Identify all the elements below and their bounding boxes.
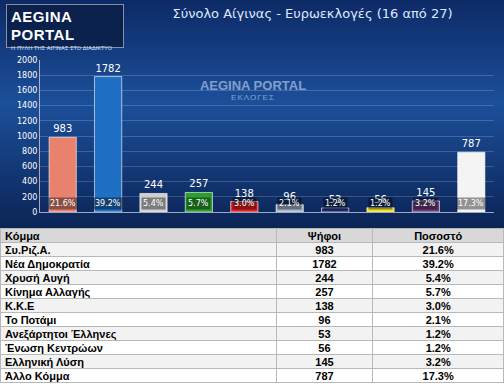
svg-text:1400: 1400	[17, 101, 37, 110]
html-text:Συ.Ριζ.Α.: Συ.Ριζ.Α.	[5, 243, 51, 256]
html-text:53: 53	[318, 327, 331, 340]
svg-text:257: 257	[189, 178, 208, 189]
html-text:Χρυσή Αυγή: Χρυσή Αυγή	[5, 271, 70, 284]
svg-text:5.4%: 5.4%	[143, 199, 164, 208]
html-text:Κόμμα: Κόμμα	[5, 229, 40, 242]
html-text:AEGINA PORTAL: AEGINA PORTAL	[199, 78, 307, 93]
svg-text:1600: 1600	[17, 86, 37, 95]
html-text:Ποσοστό: Ποσοστό	[414, 229, 463, 242]
html-text:5.4%: 5.4%	[425, 271, 451, 284]
svg-text:17.3%: 17.3%	[458, 199, 484, 208]
html-text:Κ.Κ.Ε: Κ.Κ.Ε	[5, 299, 35, 312]
html-text:96: 96	[318, 313, 331, 326]
html-text:Ανεξάρτητοι Έλληνες: Ανεξάρτητοι Έλληνες	[5, 327, 117, 340]
svg-text:600: 600	[22, 162, 37, 171]
svg-text:1782: 1782	[95, 63, 120, 74]
html-text:2.1%: 2.1%	[425, 313, 451, 326]
svg-text:800: 800	[22, 147, 37, 156]
html-text:983: 983	[315, 243, 334, 256]
html-text:138: 138	[315, 299, 334, 312]
svg-text:1200: 1200	[17, 117, 37, 126]
html-text:21.6%: 21.6%	[422, 243, 454, 256]
html-text:5.7%: 5.7%	[425, 285, 451, 298]
html-text:1782: 1782	[312, 257, 337, 270]
svg-text:96: 96	[283, 191, 296, 202]
svg-text:2000: 2000	[17, 56, 37, 65]
svg-text:2.1%: 2.1%	[279, 199, 300, 208]
html-text:3.2%: 3.2%	[425, 355, 451, 368]
svg-text:400: 400	[22, 177, 37, 186]
html-text:1.2%: 1.2%	[425, 327, 451, 340]
html-text:Ελληνική Λύση: Ελληνική Λύση	[5, 355, 84, 368]
svg-text:Σύνολο Αίγινας - Ευρωεκλογές (: Σύνολο Αίγινας - Ευρωεκλογές (16 από 27)	[172, 6, 452, 21]
svg-text:787: 787	[462, 138, 481, 149]
svg-text:1.2%: 1.2%	[370, 199, 391, 208]
svg-text:983: 983	[53, 123, 72, 134]
html-text:Κίνημα Αλλαγής: Κίνημα Αλλαγής	[5, 285, 91, 298]
html-text:Ένωση Κεντρώων: Ένωση Κεντρώων	[5, 341, 103, 354]
html-text:257: 257	[315, 285, 334, 298]
svg-text:5.7%: 5.7%	[188, 199, 209, 208]
html-text:145: 145	[315, 355, 334, 368]
html-text:Η ΠΥΛΗ ΤΗΣ ΑΙΓΙΝΑΣ ΣΤΟ ΔΙΑΔΙΚΤ: Η ΠΥΛΗ ΤΗΣ ΑΙΓΙΝΑΣ ΣΤΟ ΔΙΑΔΙΚΤΥΟ	[11, 45, 112, 51]
html-text:39.2%: 39.2%	[422, 257, 454, 270]
svg-text:1000: 1000	[17, 132, 37, 141]
svg-text:244: 244	[144, 179, 163, 190]
svg-text:3.2%: 3.2%	[415, 199, 436, 208]
html-text:244: 244	[315, 271, 334, 284]
html-text:Άλλο Κόμμα: Άλλο Κόμμα	[5, 369, 70, 382]
html-text:ΕΚΛΟΓΕΣ: ΕΚΛΟΓΕΣ	[231, 93, 275, 102]
svg-text:53: 53	[329, 194, 342, 205]
svg-text:56: 56	[374, 194, 387, 205]
svg-text:21.6%: 21.6%	[50, 199, 76, 208]
html-text:AEGINA PORTAL: AEGINA PORTAL	[11, 8, 75, 43]
svg-text:0: 0	[32, 208, 37, 217]
html-text:3.0%: 3.0%	[425, 299, 451, 312]
svg-text:200: 200	[22, 193, 37, 202]
html-text:787: 787	[315, 369, 334, 382]
html-text:1.2%: 1.2%	[425, 341, 451, 354]
svg-text:3.0%: 3.0%	[234, 199, 255, 208]
svg-text:145: 145	[416, 187, 435, 198]
html-text:56: 56	[318, 341, 331, 354]
svg-text:138: 138	[235, 188, 254, 199]
svg-text:1.2%: 1.2%	[325, 199, 346, 208]
html-text:Το Ποτάμι: Το Ποτάμι	[5, 313, 57, 326]
svg-text:1800: 1800	[17, 71, 37, 80]
svg-text:39.2%: 39.2%	[95, 199, 121, 208]
html-text:Ψήφοι: Ψήφοι	[307, 229, 342, 242]
html-text:Νέα Δημοκρατία: Νέα Δημοκρατία	[5, 257, 90, 270]
html-text:17.3%: 17.3%	[422, 369, 454, 382]
